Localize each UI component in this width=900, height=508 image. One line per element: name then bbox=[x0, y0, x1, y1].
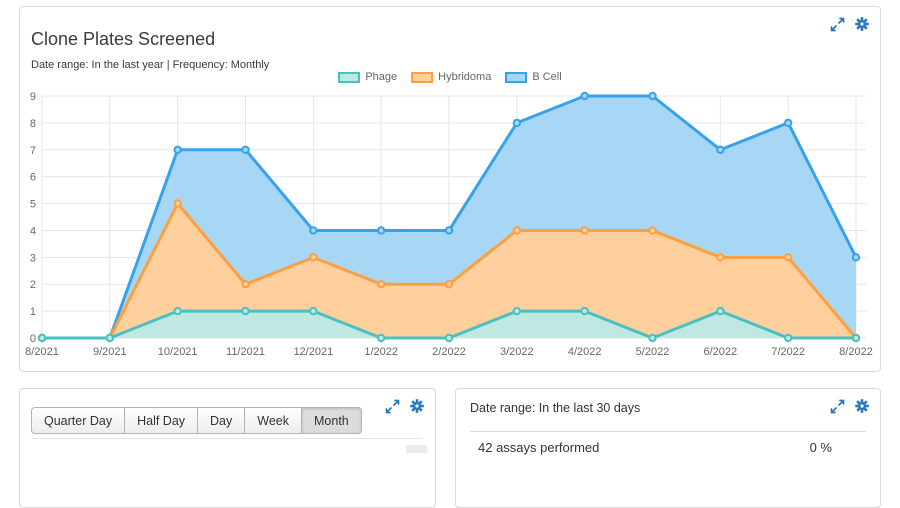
y-tick-label: 9 bbox=[30, 91, 36, 103]
x-tick-label: 2/2022 bbox=[432, 346, 466, 358]
legend-label: Hybridoma bbox=[438, 71, 492, 83]
stat-value: 0 % bbox=[809, 440, 832, 455]
point-hybridoma-6/2022[interactable] bbox=[716, 253, 725, 262]
point-phage-2/2022[interactable] bbox=[444, 333, 454, 343]
point-phage-8/2022[interactable] bbox=[851, 333, 861, 343]
point-hybridoma-11/2021[interactable] bbox=[241, 280, 250, 289]
area-hybridoma bbox=[42, 203, 856, 338]
scheduler-grid-edge bbox=[31, 438, 422, 439]
point-b-cell-1/2022[interactable] bbox=[376, 226, 386, 235]
y-tick-label: 4 bbox=[30, 225, 36, 237]
area-phage bbox=[42, 311, 856, 338]
x-tick-label: 5/2022 bbox=[636, 346, 670, 358]
point-b-cell-3/2022[interactable] bbox=[512, 118, 522, 128]
point-phage-10/2021[interactable] bbox=[173, 306, 182, 316]
point-phage-5/2022[interactable] bbox=[648, 333, 657, 343]
scheduler-grid-cell bbox=[406, 445, 427, 453]
y-tick-label: 5 bbox=[30, 199, 36, 211]
point-b-cell-8/2022[interactable] bbox=[851, 253, 861, 262]
x-tick-label: 9/2021 bbox=[93, 346, 127, 358]
point-phage-8/2021[interactable] bbox=[37, 333, 47, 343]
point-b-cell-6/2022[interactable] bbox=[716, 145, 725, 154]
point-b-cell-7/2022[interactable] bbox=[783, 118, 793, 128]
point-hybridoma-7/2022[interactable] bbox=[783, 253, 793, 262]
clone-plates-card: Clone Plates Screened Date range: In the… bbox=[19, 6, 881, 372]
x-tick-label: 1/2022 bbox=[364, 346, 398, 358]
x-tick-label: 8/2021 bbox=[25, 346, 59, 358]
expand-icon[interactable] bbox=[384, 398, 400, 414]
chart-legend: Phage Hybridoma B Cell bbox=[20, 71, 880, 83]
page-title: Clone Plates Screened bbox=[31, 29, 216, 49]
gear-icon[interactable] bbox=[409, 398, 425, 414]
point-b-cell-10/2021[interactable] bbox=[173, 145, 182, 154]
point-hybridoma-1/2022[interactable] bbox=[376, 280, 386, 289]
gear-icon[interactable] bbox=[854, 16, 870, 32]
legend-item-phage[interactable]: Phage bbox=[338, 71, 397, 83]
point-phage-9/2021[interactable] bbox=[105, 333, 115, 343]
timescale-button-day[interactable]: Day bbox=[197, 407, 246, 434]
y-tick-label: 7 bbox=[30, 145, 36, 157]
stat-row: 42 assays performed 0 % bbox=[478, 440, 832, 455]
y-tick-label: 8 bbox=[30, 118, 36, 130]
legend-label: Phage bbox=[365, 71, 398, 83]
legend-label: B Cell bbox=[532, 71, 562, 83]
point-phage-1/2022[interactable] bbox=[376, 333, 386, 343]
timescale-button-month[interactable]: Month bbox=[301, 407, 362, 434]
legend-swatch-phage bbox=[338, 71, 361, 83]
expand-icon[interactable] bbox=[829, 16, 845, 32]
divider bbox=[470, 431, 866, 432]
legend-item-hybridoma[interactable]: Hybridoma bbox=[411, 71, 491, 83]
point-phage-7/2022[interactable] bbox=[783, 333, 793, 343]
point-phage-6/2022[interactable] bbox=[716, 306, 725, 316]
point-phage-12/2021[interactable] bbox=[309, 306, 318, 316]
y-tick-label: 3 bbox=[30, 252, 36, 264]
point-hybridoma-4/2022[interactable] bbox=[580, 226, 589, 235]
x-tick-label: 4/2022 bbox=[568, 346, 602, 358]
point-b-cell-4/2022[interactable] bbox=[580, 91, 589, 101]
x-tick-label: 6/2022 bbox=[704, 346, 738, 358]
point-hybridoma-10/2021[interactable] bbox=[173, 199, 182, 208]
timescale-button-week[interactable]: Week bbox=[244, 407, 302, 434]
point-b-cell-5/2022[interactable] bbox=[648, 91, 657, 101]
y-tick-label: 0 bbox=[30, 333, 36, 345]
x-tick-label: 10/2021 bbox=[158, 346, 198, 358]
x-tick-label: 7/2022 bbox=[771, 346, 805, 358]
point-hybridoma-3/2022[interactable] bbox=[512, 226, 522, 235]
y-tick-label: 1 bbox=[30, 306, 36, 318]
point-b-cell-11/2021[interactable] bbox=[241, 145, 250, 154]
point-phage-11/2021[interactable] bbox=[241, 306, 250, 316]
legend-item-b-cell[interactable]: B Cell bbox=[505, 71, 562, 83]
y-tick-label: 2 bbox=[30, 279, 36, 291]
point-phage-3/2022[interactable] bbox=[512, 306, 522, 316]
x-tick-label: 11/2021 bbox=[226, 346, 265, 358]
legend-swatch-hybridoma bbox=[411, 71, 434, 83]
expand-icon[interactable] bbox=[829, 398, 845, 414]
x-tick-label: 8/2022 bbox=[839, 346, 873, 358]
point-hybridoma-2/2022[interactable] bbox=[444, 280, 454, 289]
scheduler-card: Quarter Day Half Day Day Week Month bbox=[19, 388, 436, 508]
timescale-button-group: Quarter Day Half Day Day Week Month bbox=[31, 407, 362, 434]
chart-subtitle: Date range: In the last year | Frequency… bbox=[31, 59, 270, 71]
x-tick-label: 12/2021 bbox=[293, 346, 333, 358]
point-hybridoma-5/2022[interactable] bbox=[648, 226, 657, 235]
assays-summary-card: Date range: In the last 30 days 42 assay… bbox=[455, 388, 881, 508]
gear-icon[interactable] bbox=[854, 398, 870, 414]
point-b-cell-2/2022[interactable] bbox=[444, 226, 454, 235]
timescale-button-quarter-day[interactable]: Quarter Day bbox=[31, 407, 126, 434]
stat-label: 42 assays performed bbox=[478, 440, 600, 455]
point-phage-4/2022[interactable] bbox=[580, 306, 589, 316]
date-range-label: Date range: In the last 30 days bbox=[470, 401, 641, 415]
point-hybridoma-12/2021[interactable] bbox=[309, 253, 318, 262]
point-b-cell-12/2021[interactable] bbox=[309, 226, 318, 235]
timescale-button-half-day[interactable]: Half Day bbox=[124, 407, 199, 434]
y-tick-label: 6 bbox=[30, 172, 36, 184]
area-chart: 8/2021 9/2021 10/2021 11/2021 12/2021 1/2022 2… bbox=[25, 91, 873, 358]
x-tick-label: 3/2022 bbox=[500, 346, 534, 358]
legend-swatch-b-cell bbox=[505, 71, 528, 83]
